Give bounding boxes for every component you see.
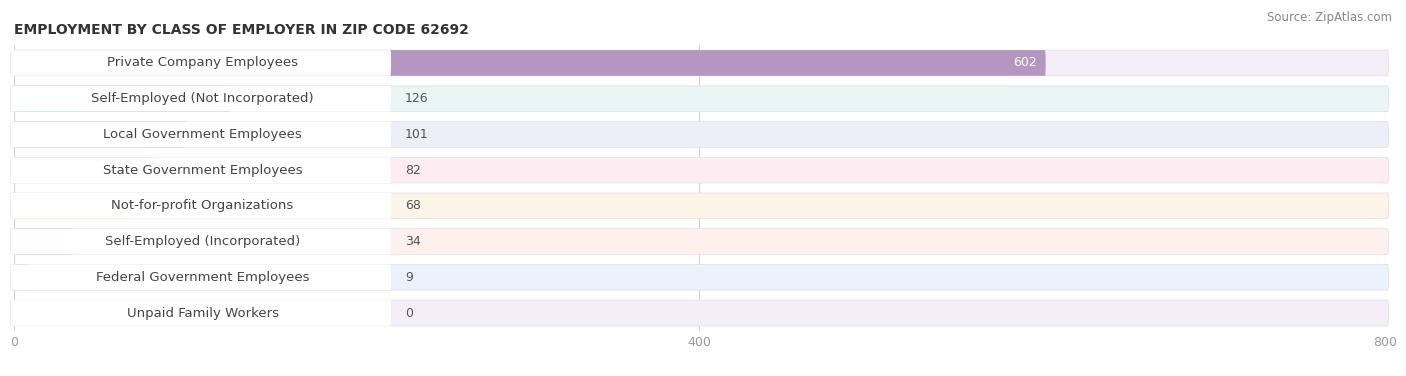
FancyBboxPatch shape	[14, 229, 72, 255]
Text: Private Company Employees: Private Company Employees	[107, 56, 298, 70]
Text: Unpaid Family Workers: Unpaid Family Workers	[127, 306, 278, 320]
Text: 602: 602	[1014, 56, 1038, 70]
FancyBboxPatch shape	[14, 264, 30, 290]
FancyBboxPatch shape	[14, 86, 231, 112]
FancyBboxPatch shape	[11, 121, 1388, 147]
Text: Not-for-profit Organizations: Not-for-profit Organizations	[111, 199, 294, 212]
FancyBboxPatch shape	[11, 157, 391, 183]
Text: 126: 126	[405, 92, 429, 105]
FancyBboxPatch shape	[14, 193, 131, 219]
FancyBboxPatch shape	[11, 264, 391, 290]
FancyBboxPatch shape	[11, 121, 391, 147]
FancyBboxPatch shape	[11, 300, 391, 326]
FancyBboxPatch shape	[11, 50, 391, 76]
FancyBboxPatch shape	[11, 264, 1388, 290]
Text: Source: ZipAtlas.com: Source: ZipAtlas.com	[1267, 11, 1392, 24]
Text: EMPLOYMENT BY CLASS OF EMPLOYER IN ZIP CODE 62692: EMPLOYMENT BY CLASS OF EMPLOYER IN ZIP C…	[14, 23, 470, 37]
FancyBboxPatch shape	[14, 50, 1046, 76]
FancyBboxPatch shape	[11, 229, 1388, 255]
FancyBboxPatch shape	[11, 300, 1388, 326]
FancyBboxPatch shape	[11, 193, 1388, 219]
FancyBboxPatch shape	[14, 157, 155, 183]
Text: Self-Employed (Not Incorporated): Self-Employed (Not Incorporated)	[91, 92, 314, 105]
FancyBboxPatch shape	[11, 86, 1388, 112]
Text: Federal Government Employees: Federal Government Employees	[96, 271, 309, 284]
FancyBboxPatch shape	[11, 157, 1388, 183]
Text: State Government Employees: State Government Employees	[103, 164, 302, 177]
FancyBboxPatch shape	[11, 229, 391, 255]
Text: Self-Employed (Incorporated): Self-Employed (Incorporated)	[105, 235, 299, 248]
Text: 34: 34	[405, 235, 420, 248]
Text: 68: 68	[405, 199, 420, 212]
Text: 9: 9	[405, 271, 412, 284]
FancyBboxPatch shape	[11, 193, 391, 219]
FancyBboxPatch shape	[14, 121, 187, 147]
FancyBboxPatch shape	[11, 86, 391, 112]
Text: 101: 101	[405, 128, 429, 141]
FancyBboxPatch shape	[11, 50, 1388, 76]
Text: Local Government Employees: Local Government Employees	[103, 128, 302, 141]
Text: 82: 82	[405, 164, 420, 177]
Text: 0: 0	[405, 306, 413, 320]
